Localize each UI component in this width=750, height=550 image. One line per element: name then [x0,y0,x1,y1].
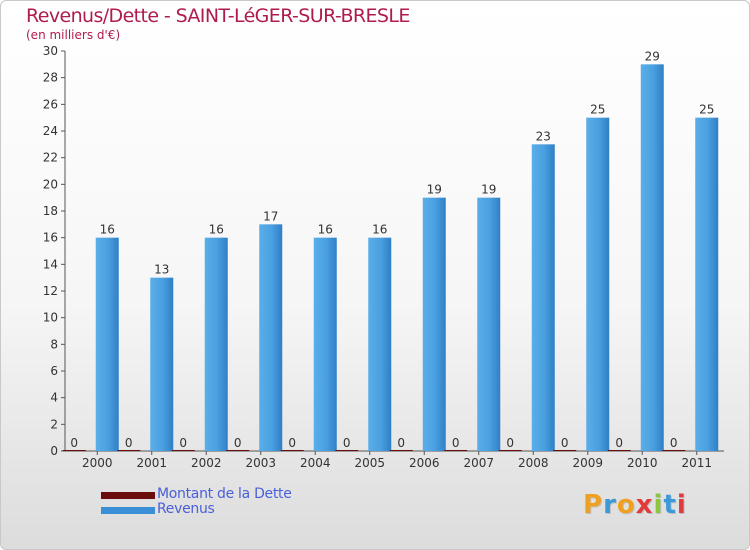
legend-swatch-dette [101,492,155,499]
data-label-revenus: 19 [481,183,496,197]
x-tick-label: 2011 [681,456,712,470]
y-tick-label: 8 [50,337,58,351]
data-label-revenus: 25 [699,103,714,117]
y-tick-label: 6 [50,364,58,378]
bar-revenus [313,237,337,451]
y-tick-label: 18 [43,204,58,218]
logo-letter: P [583,490,604,520]
logo-letter: i [653,490,664,520]
y-tick-label: 10 [43,311,58,325]
data-label-revenus: 16 [100,223,115,237]
y-tick-label: 22 [43,151,58,165]
bar-dette [335,450,359,451]
data-label-revenus: 25 [590,103,605,117]
legend-swatch-revenus [101,507,155,514]
bar-revenus [95,237,119,451]
y-tick-label: 2 [50,417,58,431]
data-label-revenus: 13 [154,263,169,277]
logo-letter: t [663,490,677,520]
x-tick-label: 2004 [300,456,331,470]
y-tick-label: 4 [50,391,58,405]
y-tick-label: 26 [43,97,58,111]
bar-revenus [695,117,719,452]
x-tick-label: 2010 [627,456,658,470]
x-tick-label: 2001 [136,456,167,470]
data-label-dette: 0 [452,436,460,450]
bar-revenus [531,144,555,452]
y-tick-label: 12 [43,284,58,298]
bar-revenus [204,237,228,451]
data-label-revenus: 17 [263,209,278,223]
bar-dette [389,450,413,451]
bar-dette [171,450,195,451]
data-label-dette: 0 [506,436,514,450]
data-label-revenus: 16 [372,223,387,237]
bar-revenus [150,277,174,451]
data-label-dette: 0 [125,436,133,450]
bar-dette [553,450,577,451]
logo-letter: o [616,490,636,520]
bar-dette [444,450,468,451]
data-label-revenus: 19 [427,183,442,197]
y-tick-label: 28 [43,71,58,85]
data-label-dette: 0 [670,436,678,450]
bar-revenus [640,64,664,452]
legend-label-revenus: Revenus [157,501,215,517]
bar-dette [280,450,304,451]
bar-revenus [368,237,392,451]
legend-label-dette: Montant de la Dette [157,486,292,502]
x-tick-label: 2009 [572,456,603,470]
data-label-revenus: 16 [318,223,333,237]
data-label-dette: 0 [397,436,405,450]
bar-revenus [422,197,446,451]
data-label-dette: 0 [234,436,242,450]
y-tick-label: 0 [50,444,58,458]
bar-revenus [259,224,283,451]
y-tick-label: 20 [43,177,58,191]
x-tick-label: 2008 [518,456,549,470]
x-tick-label: 2007 [463,456,494,470]
data-label-dette: 0 [179,436,187,450]
x-tick-label: 2000 [82,456,113,470]
data-label-dette: 0 [561,436,569,450]
bar-dette [226,450,250,451]
y-tick-label: 30 [43,44,58,58]
x-tick-label: 2003 [245,456,276,470]
chart-subtitle: (en milliers d'€) [26,28,121,42]
proxiti-logo: Proxiti [583,490,687,520]
bar-dette [662,450,686,451]
data-label-revenus: 29 [645,49,660,63]
bar-revenus [477,197,501,451]
logo-letter: x [635,490,654,520]
logo-letter: i [676,490,687,520]
logo-letter: r [603,490,617,520]
bar-revenus [586,117,610,452]
bar-dette [117,450,141,451]
data-label-dette: 0 [343,436,351,450]
y-tick-label: 24 [43,124,58,138]
bar-dette [607,450,631,451]
data-label-dette: 0 [70,436,78,450]
bar-dette [62,450,86,451]
data-label-dette: 0 [615,436,623,450]
x-tick-label: 2006 [409,456,440,470]
data-label-dette: 0 [288,436,296,450]
bar-dette [498,450,522,451]
y-tick-label: 14 [43,257,58,271]
y-tick-label: 16 [43,231,58,245]
data-label-revenus: 23 [536,129,551,143]
x-tick-label: 2005 [354,456,385,470]
x-tick-label: 2002 [191,456,222,470]
chart-title: Revenus/Dette - SAINT-LéGER-SUR-BRESLE [26,5,410,27]
data-label-revenus: 16 [209,223,224,237]
